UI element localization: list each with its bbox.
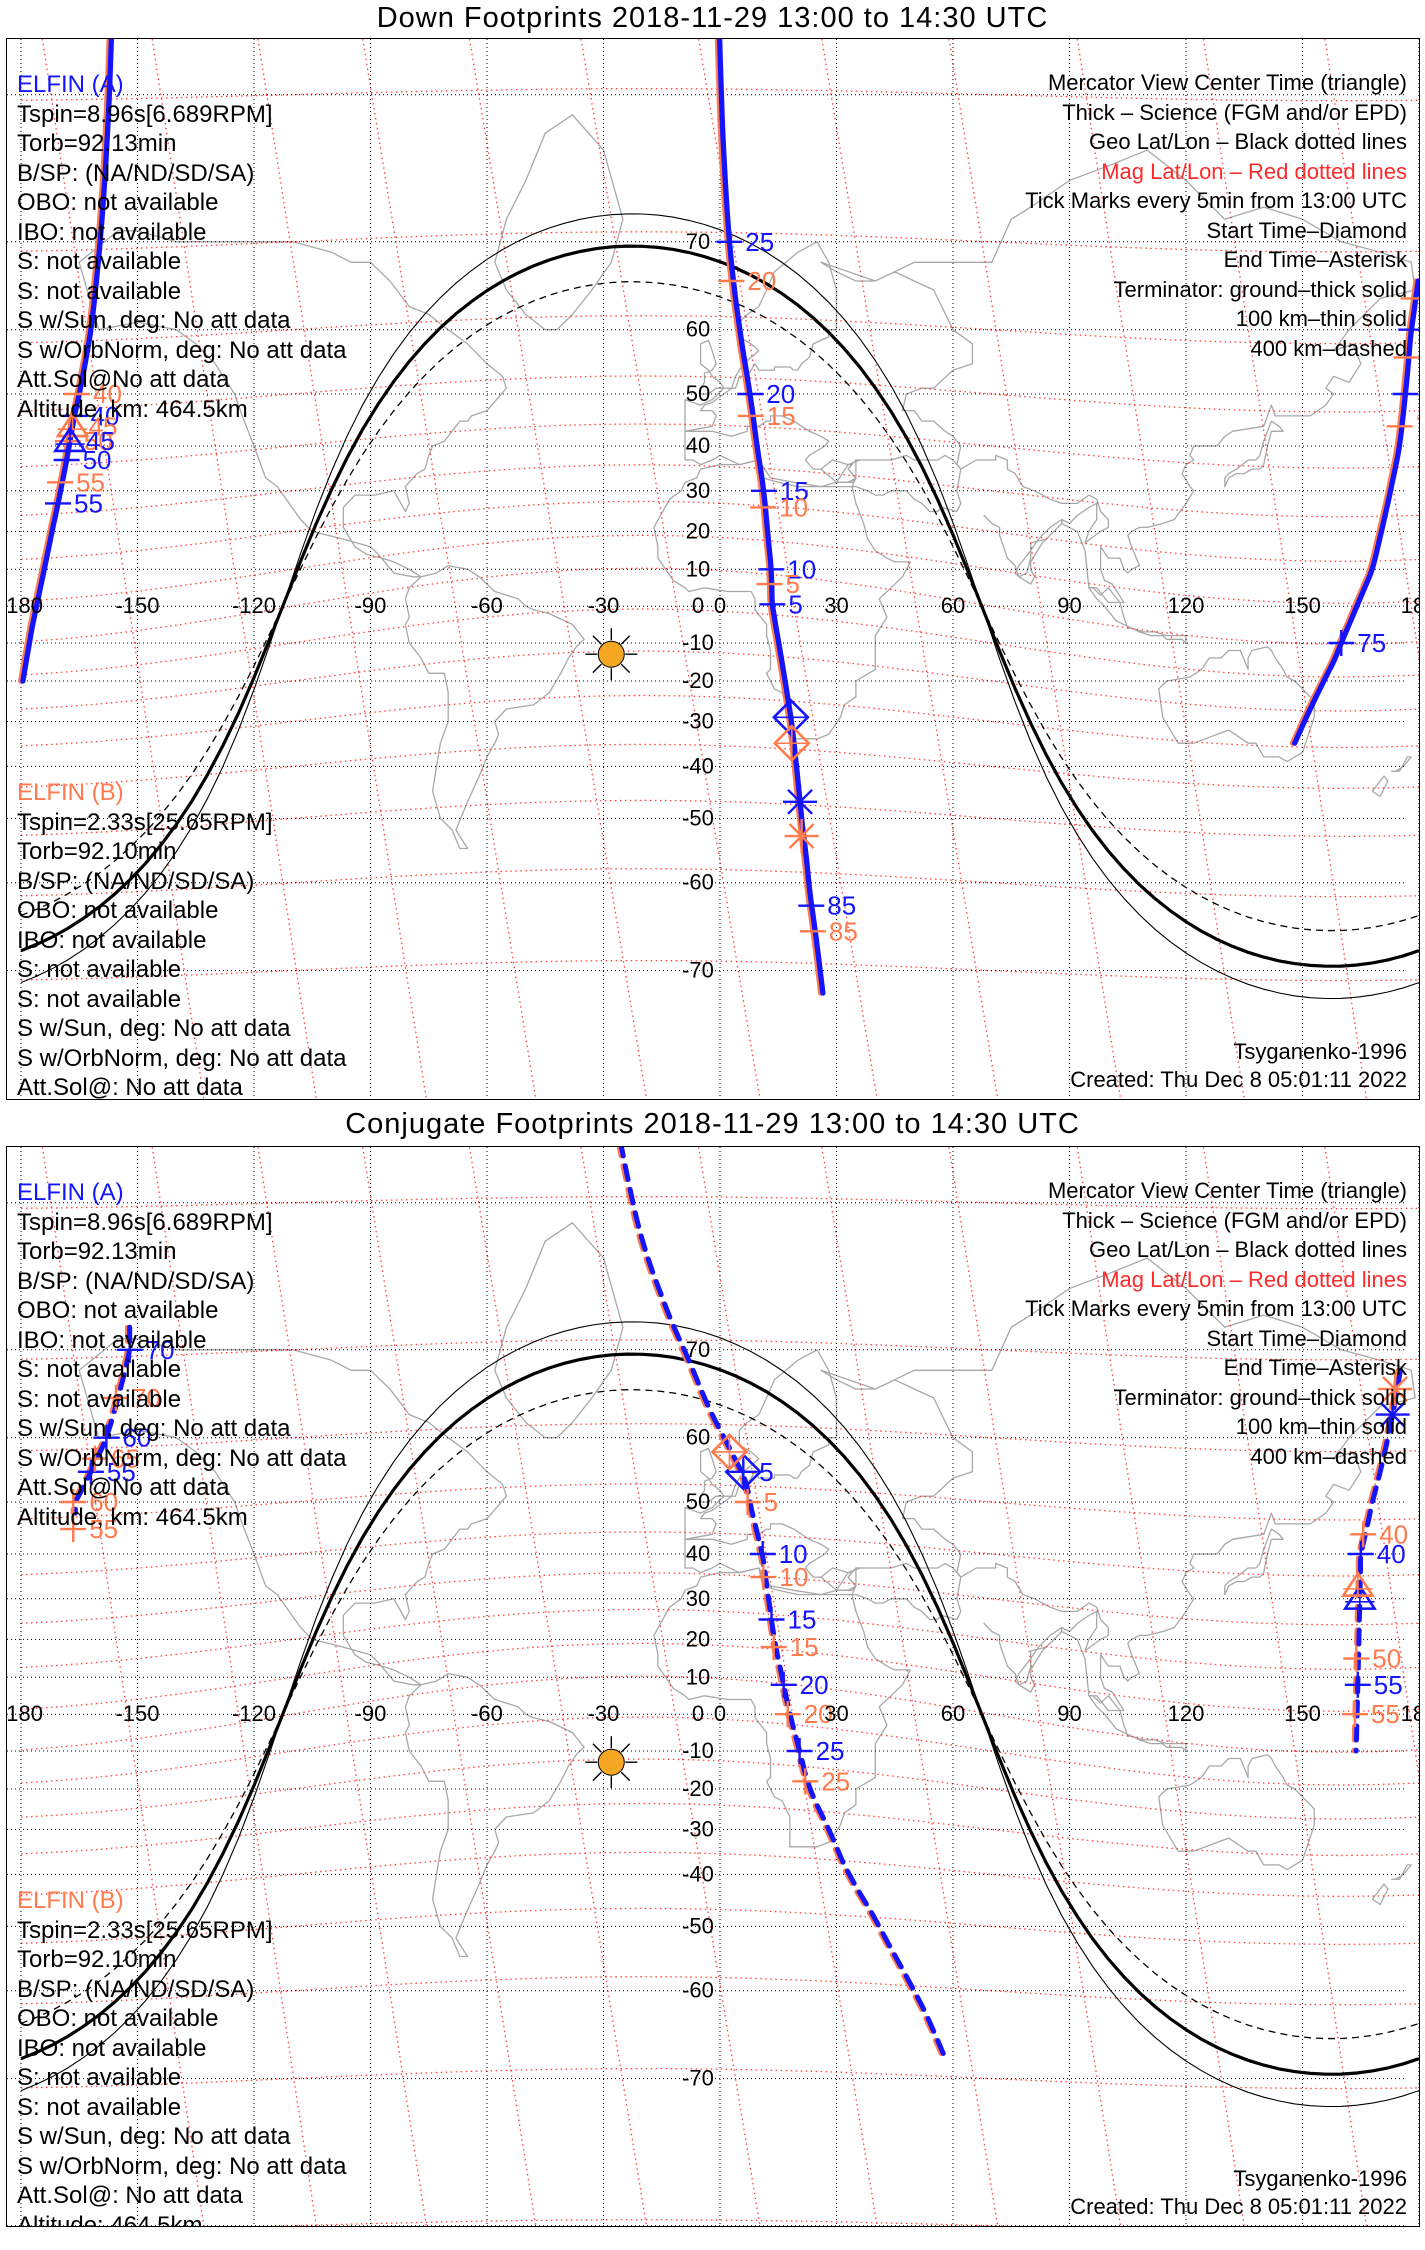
svg-text:15: 15 bbox=[790, 1632, 819, 1662]
svg-text:10: 10 bbox=[779, 492, 808, 522]
svg-text:30: 30 bbox=[824, 1701, 848, 1726]
svg-text:-70: -70 bbox=[682, 958, 714, 983]
svg-text:-180: -180 bbox=[7, 593, 43, 618]
svg-text:55: 55 bbox=[1374, 1670, 1403, 1700]
svg-text:25: 25 bbox=[816, 1736, 845, 1766]
svg-text:50: 50 bbox=[686, 1489, 710, 1514]
svg-text:5: 5 bbox=[786, 569, 800, 599]
svg-text:-10: -10 bbox=[682, 630, 714, 655]
svg-text:-20: -20 bbox=[682, 668, 714, 693]
svg-text:60: 60 bbox=[686, 317, 710, 342]
svg-text:75: 75 bbox=[1416, 411, 1419, 441]
svg-text:90: 90 bbox=[1057, 593, 1081, 618]
svg-text:50: 50 bbox=[1372, 1644, 1401, 1674]
svg-text:10: 10 bbox=[686, 556, 710, 581]
svg-text:0: 0 bbox=[714, 1701, 726, 1726]
svg-text:-10: -10 bbox=[682, 1738, 714, 1763]
svg-text:-50: -50 bbox=[682, 1913, 714, 1938]
svg-text:-30: -30 bbox=[588, 593, 620, 618]
svg-text:150: 150 bbox=[1284, 593, 1321, 618]
svg-text:10: 10 bbox=[686, 1664, 710, 1689]
svg-text:60: 60 bbox=[941, 1701, 965, 1726]
svg-text:15: 15 bbox=[788, 1605, 817, 1635]
svg-text:-60: -60 bbox=[471, 1701, 503, 1726]
svg-text:85: 85 bbox=[829, 916, 858, 946]
svg-text:-60: -60 bbox=[682, 870, 714, 895]
svg-text:0: 0 bbox=[692, 593, 704, 618]
svg-text:5: 5 bbox=[764, 1487, 778, 1517]
svg-text:-90: -90 bbox=[355, 1701, 387, 1726]
svg-text:10: 10 bbox=[779, 1562, 808, 1592]
svg-text:60: 60 bbox=[941, 593, 965, 618]
svg-text:15: 15 bbox=[767, 401, 796, 431]
svg-text:45: 45 bbox=[86, 426, 115, 456]
svg-text:20: 20 bbox=[747, 266, 776, 296]
svg-text:40: 40 bbox=[686, 1541, 710, 1566]
svg-text:-70: -70 bbox=[682, 2066, 714, 2091]
svg-text:20: 20 bbox=[800, 1670, 829, 1700]
svg-text:180: 180 bbox=[1401, 1701, 1419, 1726]
svg-text:180: 180 bbox=[1401, 593, 1419, 618]
svg-text:20: 20 bbox=[686, 1626, 710, 1651]
svg-text:120: 120 bbox=[1168, 593, 1205, 618]
svg-text:-20: -20 bbox=[682, 1776, 714, 1801]
svg-text:70: 70 bbox=[686, 229, 710, 254]
svg-text:90: 90 bbox=[1057, 1701, 1081, 1726]
svg-text:-30: -30 bbox=[588, 1701, 620, 1726]
svg-text:-90: -90 bbox=[355, 593, 387, 618]
svg-text:55: 55 bbox=[1371, 1699, 1400, 1729]
svg-text:0: 0 bbox=[692, 1701, 704, 1726]
svg-text:120: 120 bbox=[1168, 1701, 1205, 1726]
svg-text:150: 150 bbox=[1284, 1701, 1321, 1726]
svg-text:20: 20 bbox=[686, 518, 710, 543]
svg-text:0: 0 bbox=[714, 593, 726, 618]
svg-text:-150: -150 bbox=[115, 593, 159, 618]
svg-text:-60: -60 bbox=[682, 1978, 714, 2003]
svg-text:-30: -30 bbox=[682, 1817, 714, 1842]
svg-text:-60: -60 bbox=[471, 593, 503, 618]
svg-text:-150: -150 bbox=[115, 1701, 159, 1726]
svg-text:-30: -30 bbox=[682, 709, 714, 734]
svg-text:25: 25 bbox=[821, 1766, 850, 1796]
svg-text:30: 30 bbox=[686, 1586, 710, 1611]
svg-text:55: 55 bbox=[76, 467, 105, 497]
svg-text:30: 30 bbox=[686, 478, 710, 503]
svg-text:50: 50 bbox=[686, 381, 710, 406]
svg-text:60: 60 bbox=[686, 1425, 710, 1450]
svg-text:-40: -40 bbox=[682, 753, 714, 778]
svg-text:-120: -120 bbox=[232, 593, 276, 618]
svg-text:25: 25 bbox=[745, 227, 774, 257]
svg-text:40: 40 bbox=[1379, 1519, 1408, 1549]
svg-text:40: 40 bbox=[686, 433, 710, 458]
svg-text:-180: -180 bbox=[7, 1701, 43, 1726]
svg-text:-50: -50 bbox=[682, 805, 714, 830]
svg-text:-40: -40 bbox=[682, 1861, 714, 1886]
svg-text:70: 70 bbox=[686, 1337, 710, 1362]
svg-text:30: 30 bbox=[824, 593, 848, 618]
svg-text:-120: -120 bbox=[232, 1701, 276, 1726]
svg-text:75: 75 bbox=[1357, 628, 1386, 658]
